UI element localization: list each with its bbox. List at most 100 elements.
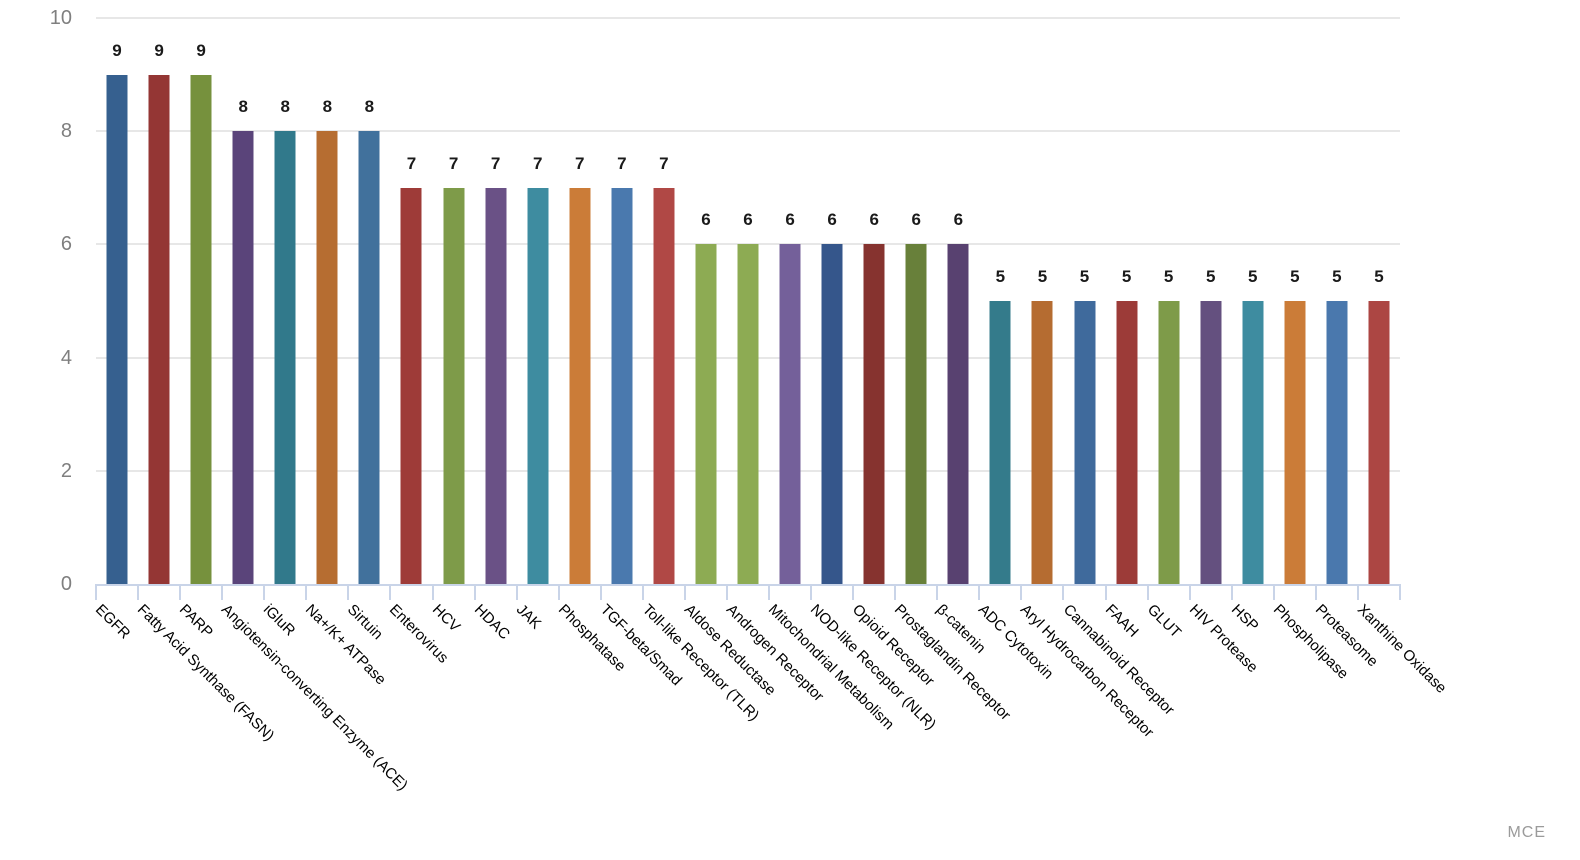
bar-mitochondrial-metabolism[interactable]: [779, 244, 801, 584]
x-axis-tick: [852, 584, 855, 600]
x-axis-tick: [683, 584, 686, 600]
x-axis-tick: [431, 584, 434, 600]
y-axis-tick-label: 2: [60, 459, 72, 482]
bar-value-label: 7: [406, 153, 417, 173]
bar-catenin[interactable]: [947, 244, 969, 584]
bar-tgf-beta-smad[interactable]: [611, 187, 633, 584]
bar-value-label: 5: [1205, 267, 1216, 286]
bar-value-label: 7: [659, 153, 669, 173]
y-axis-tick-label: 0: [60, 573, 72, 595]
x-axis-tick: [1188, 584, 1191, 600]
x-axis-tick: [221, 584, 224, 600]
y-axis-labels: 0 2 4 6 8 10: [0, 0, 72, 860]
bar-cannabinoid-receptor[interactable]: [1074, 301, 1096, 584]
bar-value-label: 5: [1248, 267, 1258, 286]
y-axis-tick-label: 8: [60, 120, 72, 143]
bar-hdac[interactable]: [485, 187, 507, 584]
bar-xanthine-oxidase[interactable]: [1368, 301, 1390, 584]
bar-nod-like-receptor-nlr[interactable]: [821, 244, 843, 584]
bar-faah[interactable]: [1116, 301, 1138, 584]
bar-value-label: 9: [196, 40, 206, 60]
bar-hiv-protease[interactable]: [1200, 301, 1222, 584]
x-axis-tick: [1104, 584, 1107, 600]
bar-value-label: 9: [112, 40, 122, 60]
x-axis-label: HDAC: [470, 601, 513, 644]
bar-value-label: 7: [490, 153, 501, 173]
x-axis-tick: [389, 584, 392, 600]
bar-proteasome[interactable]: [1326, 301, 1348, 584]
y-axis-tick-label: 6: [60, 233, 72, 256]
x-axis-tick: [347, 584, 350, 600]
bar-fatty-acid-synthase-fasn[interactable]: [148, 74, 170, 584]
x-axis-label: Phospholipase: [1269, 601, 1352, 683]
y-axis-tick-label: 10: [49, 7, 72, 29]
bar-value-label: 7: [532, 153, 543, 173]
bar-parp[interactable]: [190, 74, 212, 584]
bar-value-label: 5: [1374, 267, 1384, 286]
bar-toll-like-receptor-tlr[interactable]: [653, 187, 675, 584]
x-axis-label: GLUT: [1143, 601, 1184, 642]
bar-hsp[interactable]: [1242, 301, 1264, 584]
x-axis-tick: [1146, 584, 1149, 600]
bar-value-label: 7: [575, 153, 585, 173]
x-axis-line: [96, 584, 1400, 586]
bar-prostaglandin-receptor[interactable]: [905, 244, 927, 584]
bar-jak[interactable]: [527, 187, 549, 584]
bar-sirtuin[interactable]: [358, 131, 380, 584]
gridline: [96, 130, 1400, 133]
bar-value-label: 5: [1079, 267, 1090, 286]
x-axis-label: JAK: [512, 601, 545, 633]
x-axis-tick: [978, 584, 981, 600]
gridline: [96, 17, 1400, 19]
bar-value-label: 5: [995, 267, 1006, 286]
x-axis-tick: [641, 584, 644, 600]
x-axis-label: iGluR: [260, 601, 299, 640]
watermark: MCE: [1507, 824, 1546, 841]
bar-na-k-atpase[interactable]: [316, 131, 338, 584]
bar-value-label: 7: [617, 153, 627, 173]
x-axis-label: PARP: [176, 601, 217, 642]
bar-angiotensin-converting-enzyme-ace[interactable]: [232, 131, 254, 584]
x-axis-tick: [557, 584, 560, 600]
x-axis-tick: [1272, 584, 1275, 600]
bar-value-label: 6: [911, 210, 921, 230]
bar-value-label: 8: [238, 97, 248, 117]
bar-iglur[interactable]: [274, 131, 296, 584]
x-axis-label: FAAH: [1101, 601, 1142, 641]
x-axis-tick: [179, 584, 182, 600]
x-axis-tick: [1230, 584, 1233, 600]
bar-value-label: 6: [953, 210, 964, 230]
x-axis-tick: [768, 584, 771, 600]
bar-phospholipase[interactable]: [1284, 301, 1306, 584]
x-axis-tick: [263, 584, 266, 600]
bar-value-label: 6: [869, 210, 879, 230]
bar-opioid-receptor[interactable]: [863, 244, 885, 584]
bar-adc-cytotoxin[interactable]: [989, 301, 1011, 584]
x-axis-tick: [305, 584, 308, 600]
x-axis-label: HCV: [428, 601, 463, 636]
x-axis-tick: [810, 584, 813, 600]
y-axis-tick-label: 4: [60, 346, 72, 369]
bar-value-label: 7: [448, 153, 459, 173]
x-axis-tick: [515, 584, 518, 600]
x-axis-tick: [936, 584, 939, 600]
bar-egfr[interactable]: [106, 74, 128, 584]
x-axis-tick: [1356, 584, 1359, 600]
bar-value-label: 5: [1332, 267, 1342, 286]
bar-value-label: 5: [1163, 267, 1174, 286]
x-axis-label: ADC Cytotoxin: [975, 601, 1057, 683]
x-axis-tick: [725, 584, 728, 600]
bar-value-label: 6: [743, 210, 753, 230]
bar-hcv[interactable]: [443, 187, 465, 584]
bar-phosphatase[interactable]: [569, 187, 591, 584]
bar-value-label: 5: [1121, 267, 1132, 286]
bar-androgen-receptor[interactable]: [737, 244, 759, 584]
bar-aryl-hydrocarbon-receptor[interactable]: [1031, 301, 1053, 584]
bar-aldose-reductase[interactable]: [695, 244, 717, 584]
x-axis-tick: [1020, 584, 1023, 600]
bar-glut[interactable]: [1158, 301, 1180, 584]
x-axis-tick: [1314, 584, 1317, 600]
x-axis-tick: [95, 584, 97, 600]
bar-enterovirus[interactable]: [400, 187, 422, 584]
